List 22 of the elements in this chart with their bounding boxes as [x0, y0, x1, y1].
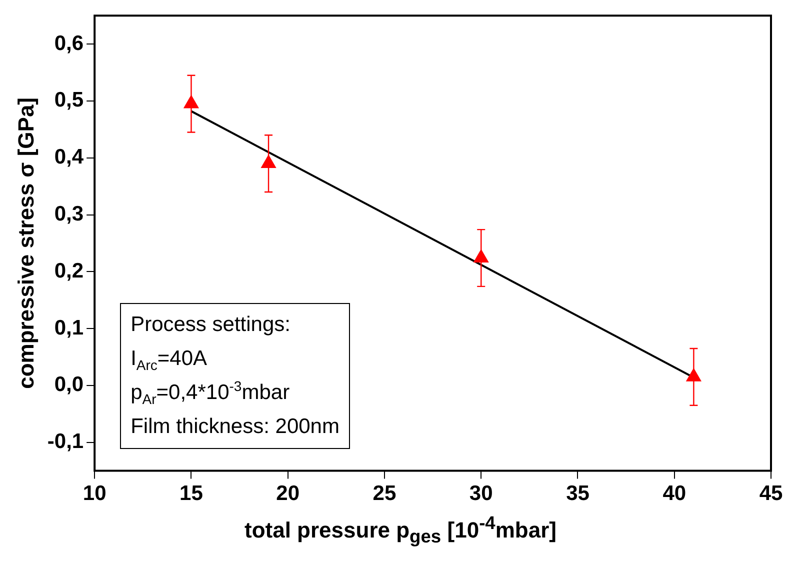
- annotation: Process settings:: [130, 312, 292, 338]
- annotation: p$_{Ar}$=0,4*10$^{-3}$mbar: [130, 376, 291, 409]
- annotation: I$_{Arc}$=40A: [130, 346, 208, 375]
- annotation: Film thickness: 200nm: [130, 414, 340, 440]
- x-axis-title: total pressure p$_{ges}$ [10$^{-4}$mbar]: [244, 512, 558, 548]
- x-tick-label: 30: [469, 482, 493, 506]
- y-tick-label: -0,1: [47, 430, 84, 454]
- x-tick-label: 10: [82, 482, 106, 506]
- y-tick-label: 0,1: [54, 316, 84, 340]
- x-tick-label: 15: [180, 482, 204, 506]
- y-tick-label: 0,6: [54, 32, 84, 55]
- x-tick-label: 20: [276, 482, 300, 506]
- y-tick-label: 0,5: [54, 88, 84, 112]
- y-axis-title: compressive stress σ [GPa]: [13, 97, 38, 389]
- x-tick-label: 45: [759, 482, 783, 506]
- y-tick-label: 0,4: [54, 146, 84, 169]
- y-tick-label: 0,2: [54, 259, 84, 282]
- y-tick-label: 0,3: [54, 202, 84, 226]
- x-tick-label: 35: [566, 482, 590, 506]
- x-tick-label: 25: [372, 482, 396, 506]
- y-tick-label: 0,0: [54, 373, 84, 396]
- x-tick-label: 40: [662, 482, 686, 506]
